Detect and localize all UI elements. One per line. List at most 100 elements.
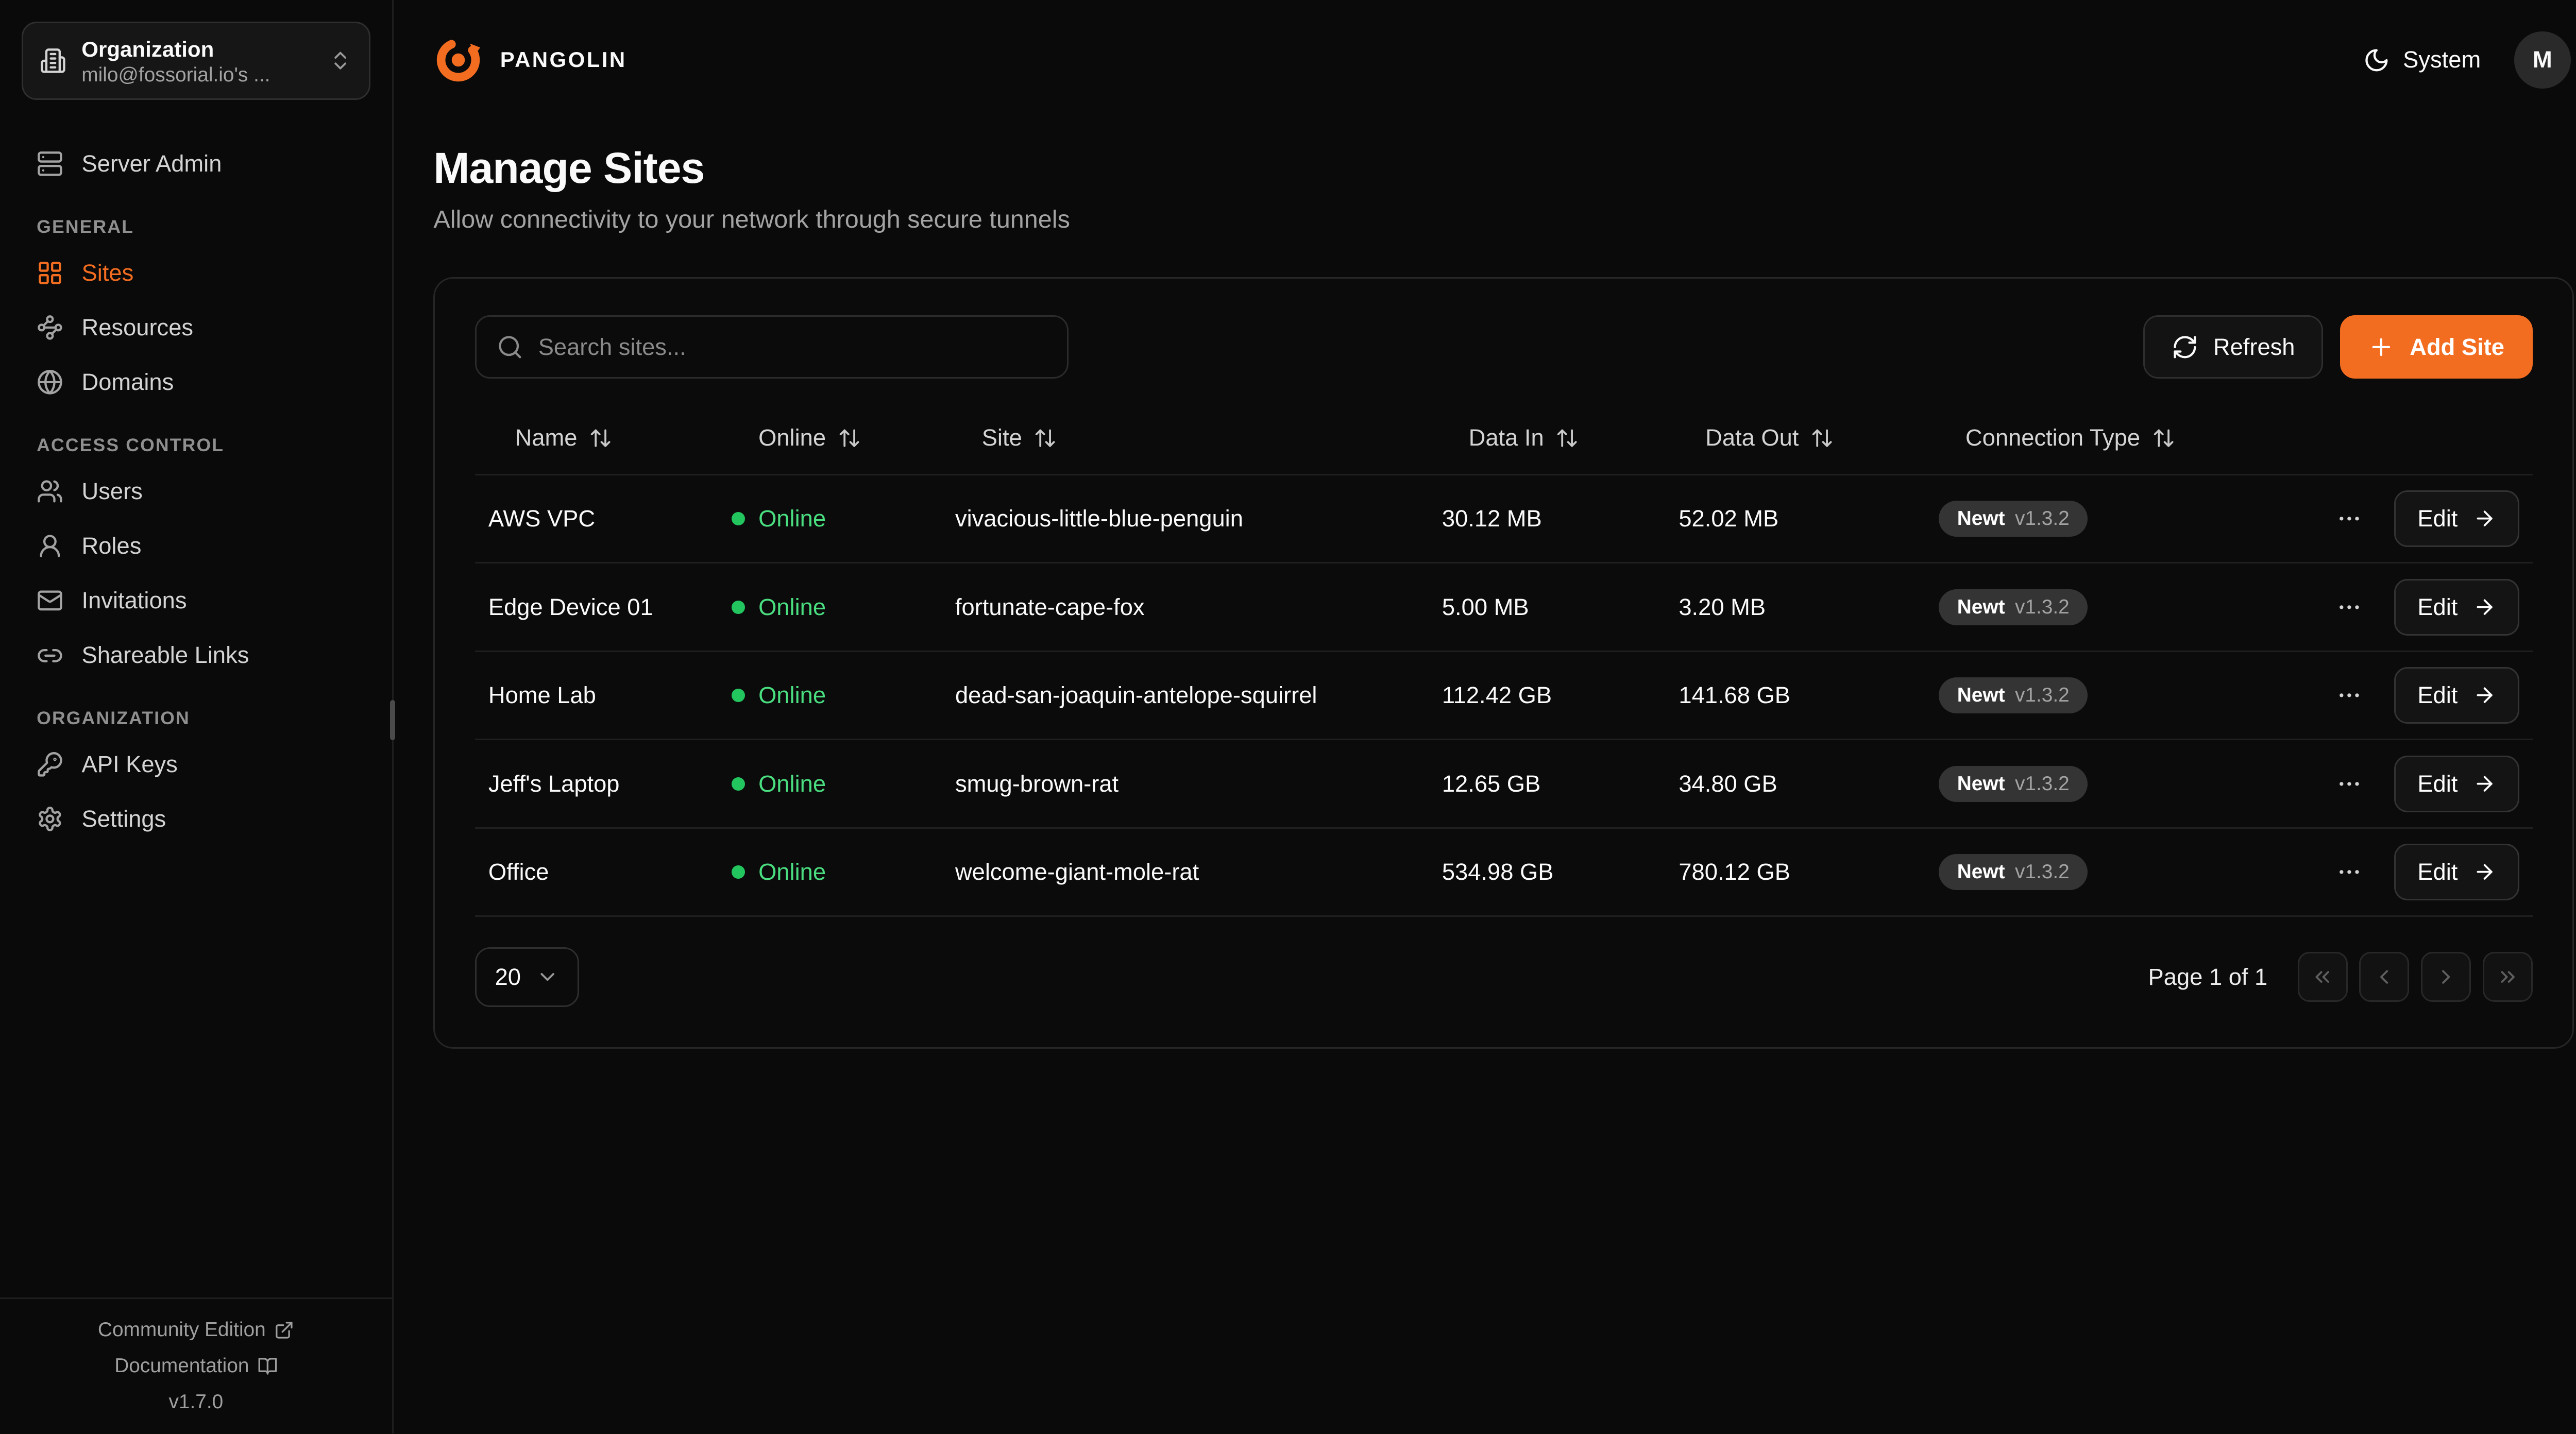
next-page-button[interactable] <box>2420 952 2471 1002</box>
sidebar-item-server-admin[interactable]: Server Admin <box>22 136 370 191</box>
avatar-initial: M <box>2533 46 2552 73</box>
user-round-icon <box>40 535 60 557</box>
sites-panel: Refresh Add Site Name <box>433 277 2574 1049</box>
connection-version: v1.3.2 <box>2014 772 2070 795</box>
org-picker-text: Organization milo@fossorial.io's ... <box>81 35 314 87</box>
row-menu-button[interactable] <box>2328 850 2371 894</box>
sidebar-footer: Community Edition Documentation v1.7.0 <box>0 1297 392 1433</box>
connection-name: Newt <box>1957 861 2005 883</box>
arrow-right-icon <box>2477 511 2493 527</box>
community-edition-link[interactable]: Community Edition <box>98 1319 294 1341</box>
pagination-controls: Page 1 of 1 <box>2148 952 2533 1002</box>
column-header-site[interactable]: Site <box>955 424 1442 451</box>
gear-icon <box>39 807 61 832</box>
row-actions: Edit <box>2322 844 2519 901</box>
sidebar-item-users[interactable]: Users <box>22 464 370 519</box>
sites-toolbar: Refresh Add Site <box>475 315 2533 379</box>
row-menu-button[interactable] <box>2328 586 2371 629</box>
add-site-label: Add Site <box>2410 333 2504 360</box>
row-menu-button[interactable] <box>2328 674 2371 717</box>
brand-home-link[interactable]: PANGOLIN <box>433 35 626 85</box>
column-header-data-in[interactable]: Data In <box>1442 424 1679 451</box>
add-site-button[interactable]: Add Site <box>2340 315 2533 379</box>
connection-version: v1.3.2 <box>2014 684 2070 707</box>
connection-type-cell: Newt v1.3.2 <box>1939 854 2322 891</box>
page-info: Page 1 of 1 <box>2148 963 2268 990</box>
chevrons-left-icon <box>2315 971 2330 983</box>
search-input[interactable] <box>538 333 1047 361</box>
online-dot-icon <box>732 600 745 614</box>
sort-icon <box>2154 429 2174 447</box>
sidebar-resize-handle[interactable] <box>390 700 396 740</box>
last-page-button[interactable] <box>2482 952 2533 1002</box>
arrow-right-icon <box>2477 688 2493 704</box>
previous-page-button[interactable] <box>2359 952 2410 1002</box>
column-header-connection-type[interactable]: Connection Type <box>1939 424 2322 451</box>
connection-name: Newt <box>1957 684 2005 707</box>
ellipsis-icon <box>2340 870 2359 874</box>
sidebar-item-label: Invitations <box>81 587 187 614</box>
edit-label: Edit <box>2417 859 2458 885</box>
site-slug: smug-brown-rat <box>955 770 1119 797</box>
connection-name: Newt <box>1957 772 2005 795</box>
column-header-online[interactable]: Online <box>732 424 955 451</box>
arrow-right-icon <box>2477 864 2493 880</box>
sidebar-item-settings[interactable]: Settings <box>22 792 370 846</box>
column-header-data-out[interactable]: Data Out <box>1679 424 1939 451</box>
sidebar-item-shareable-links[interactable]: Shareable Links <box>22 628 370 682</box>
online-label: Online <box>758 505 826 532</box>
edit-button[interactable]: Edit <box>2394 755 2519 812</box>
pager-buttons <box>2297 952 2533 1002</box>
edit-label: Edit <box>2417 682 2458 709</box>
connection-name: Newt <box>1957 595 2005 618</box>
sidebar-item-domains[interactable]: Domains <box>22 355 370 409</box>
row-actions: Edit <box>2322 578 2519 636</box>
site-name: Office <box>488 859 549 885</box>
topbar: PANGOLIN System M <box>394 0 2576 120</box>
connection-version: v1.3.2 <box>2014 861 2070 883</box>
row-menu-button[interactable] <box>2328 762 2371 806</box>
site-slug: dead-san-joaquin-antelope-squirrel <box>955 682 1317 709</box>
user-avatar[interactable]: M <box>2514 31 2571 89</box>
sidebar-item-invitations[interactable]: Invitations <box>22 573 370 628</box>
sidebar-item-api-keys[interactable]: API Keys <box>22 737 370 792</box>
ellipsis-icon <box>2340 605 2359 609</box>
page-size-select[interactable]: 20 <box>475 947 579 1008</box>
row-menu-button[interactable] <box>2328 497 2371 540</box>
sidebar-item-label: Settings <box>81 806 166 832</box>
theme-toggle[interactable]: System <box>2363 46 2481 73</box>
documentation-link[interactable]: Documentation <box>114 1355 277 1377</box>
connection-type-cell: Newt v1.3.2 <box>1939 765 2322 802</box>
sidebar-item-sites[interactable]: Sites <box>22 246 370 300</box>
sort-icon <box>1557 429 1577 447</box>
edit-button[interactable]: Edit <box>2394 578 2519 636</box>
data-out: 141.68 GB <box>1679 682 1790 709</box>
org-switcher[interactable]: Organization milo@fossorial.io's ... <box>22 22 370 100</box>
data-out: 780.12 GB <box>1679 859 1790 885</box>
connection-type-badge: Newt v1.3.2 <box>1939 854 2088 891</box>
page-subtitle: Allow connectivity to your network throu… <box>433 205 1070 233</box>
page-title: Manage Sites <box>433 144 705 193</box>
moon-icon <box>2365 48 2387 72</box>
refresh-icon <box>2174 336 2196 358</box>
online-label: Online <box>758 593 826 620</box>
edit-button[interactable]: Edit <box>2394 844 2519 901</box>
site-slug: welcome-giant-mole-rat <box>955 859 1199 885</box>
refresh-button[interactable]: Refresh <box>2143 315 2324 379</box>
edit-button[interactable]: Edit <box>2394 667 2519 724</box>
edit-button[interactable]: Edit <box>2394 490 2519 548</box>
online-label: Online <box>758 682 826 709</box>
table-header: Name Online Site Data In <box>475 402 2533 475</box>
connection-version: v1.3.2 <box>2014 595 2070 618</box>
sidebar-item-resources[interactable]: Resources <box>22 300 370 355</box>
sidebar-item-label: Server Admin <box>81 150 222 177</box>
data-out: 3.20 MB <box>1679 593 1766 620</box>
brand-name: PANGOLIN <box>500 47 627 72</box>
site-slug: vivacious-little-blue-penguin <box>955 505 1243 532</box>
first-page-button[interactable] <box>2297 952 2348 1002</box>
sidebar-item-roles[interactable]: Roles <box>22 519 370 573</box>
table-row: Home Lab Online dead-san-joaquin-antelop… <box>475 652 2533 741</box>
connection-type-badge: Newt v1.3.2 <box>1939 765 2088 802</box>
column-label: Site <box>981 424 1022 451</box>
column-header-name[interactable]: Name <box>488 424 732 451</box>
